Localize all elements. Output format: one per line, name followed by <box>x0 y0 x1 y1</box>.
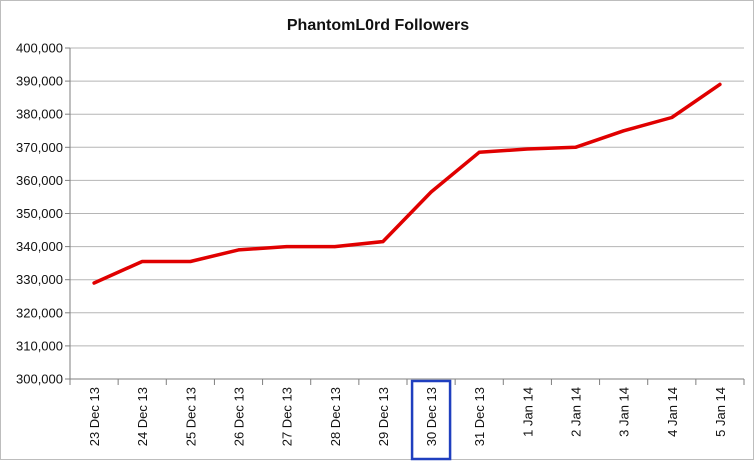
series-line <box>92 82 722 285</box>
data-point <box>140 259 144 263</box>
axes <box>65 47 745 385</box>
data-point <box>237 248 240 252</box>
y-tick-label: 370,000 <box>16 140 63 155</box>
y-tick-label: 360,000 <box>16 173 63 188</box>
y-tick-label: 310,000 <box>16 338 63 353</box>
x-tick-label: 2 Jan 14 <box>569 387 584 437</box>
series-layer <box>92 82 722 285</box>
x-tick-label: 31 Dec 13 <box>472 387 487 446</box>
y-tick-label: 340,000 <box>16 239 63 254</box>
y-tick-labels: 300,000 310,000 320,000 330,000 340,000 350,0… <box>16 41 63 387</box>
x-tick-label: 5 Jan 14 <box>713 387 728 437</box>
data-point <box>188 259 192 263</box>
x-tick-label: 25 Dec 13 <box>183 387 198 446</box>
data-point <box>92 281 96 285</box>
data-point <box>525 147 529 151</box>
x-tick-label: 3 Jan 14 <box>617 387 632 437</box>
highlight-layer <box>410 379 452 461</box>
data-point <box>477 150 481 154</box>
x-tick-label: 28 Dec 13 <box>328 387 343 446</box>
x-tick-labels: 23 Dec 13 24 Dec 13 25 Dec 13 26 Dec 13 27 D… <box>87 387 728 446</box>
x-tick-label: 30 Dec 13 <box>424 387 439 446</box>
x-tick-label: 1 Jan 14 <box>520 387 535 437</box>
x-tick-label: 23 Dec 13 <box>87 387 102 446</box>
gridlines <box>70 47 744 347</box>
data-point <box>670 116 674 120</box>
chart-title: PhantomL0rd Followers <box>287 17 469 34</box>
x-tick-label: 26 Dec 13 <box>232 387 247 446</box>
data-point <box>574 145 577 149</box>
y-tick-label: 320,000 <box>16 305 63 320</box>
x-tick-label: 29 Dec 13 <box>376 387 391 446</box>
data-point <box>718 82 722 86</box>
x-tick-label: 27 Dec 13 <box>280 387 295 446</box>
data-point <box>429 190 433 194</box>
y-tick-label: 300,000 <box>16 372 63 387</box>
y-tick-label: 380,000 <box>16 107 63 122</box>
highlight-box <box>410 379 452 461</box>
y-tick-label: 390,000 <box>16 74 63 89</box>
x-tick-label: 4 Jan 14 <box>665 387 680 437</box>
y-tick-label: 350,000 <box>16 206 63 221</box>
data-point <box>333 245 337 249</box>
data-point <box>381 240 385 244</box>
x-tick-label: 24 Dec 13 <box>135 387 150 446</box>
data-point <box>285 245 289 249</box>
data-point <box>622 129 626 133</box>
y-tick-label: 330,000 <box>16 272 63 287</box>
y-tick-label: 400,000 <box>16 41 63 56</box>
